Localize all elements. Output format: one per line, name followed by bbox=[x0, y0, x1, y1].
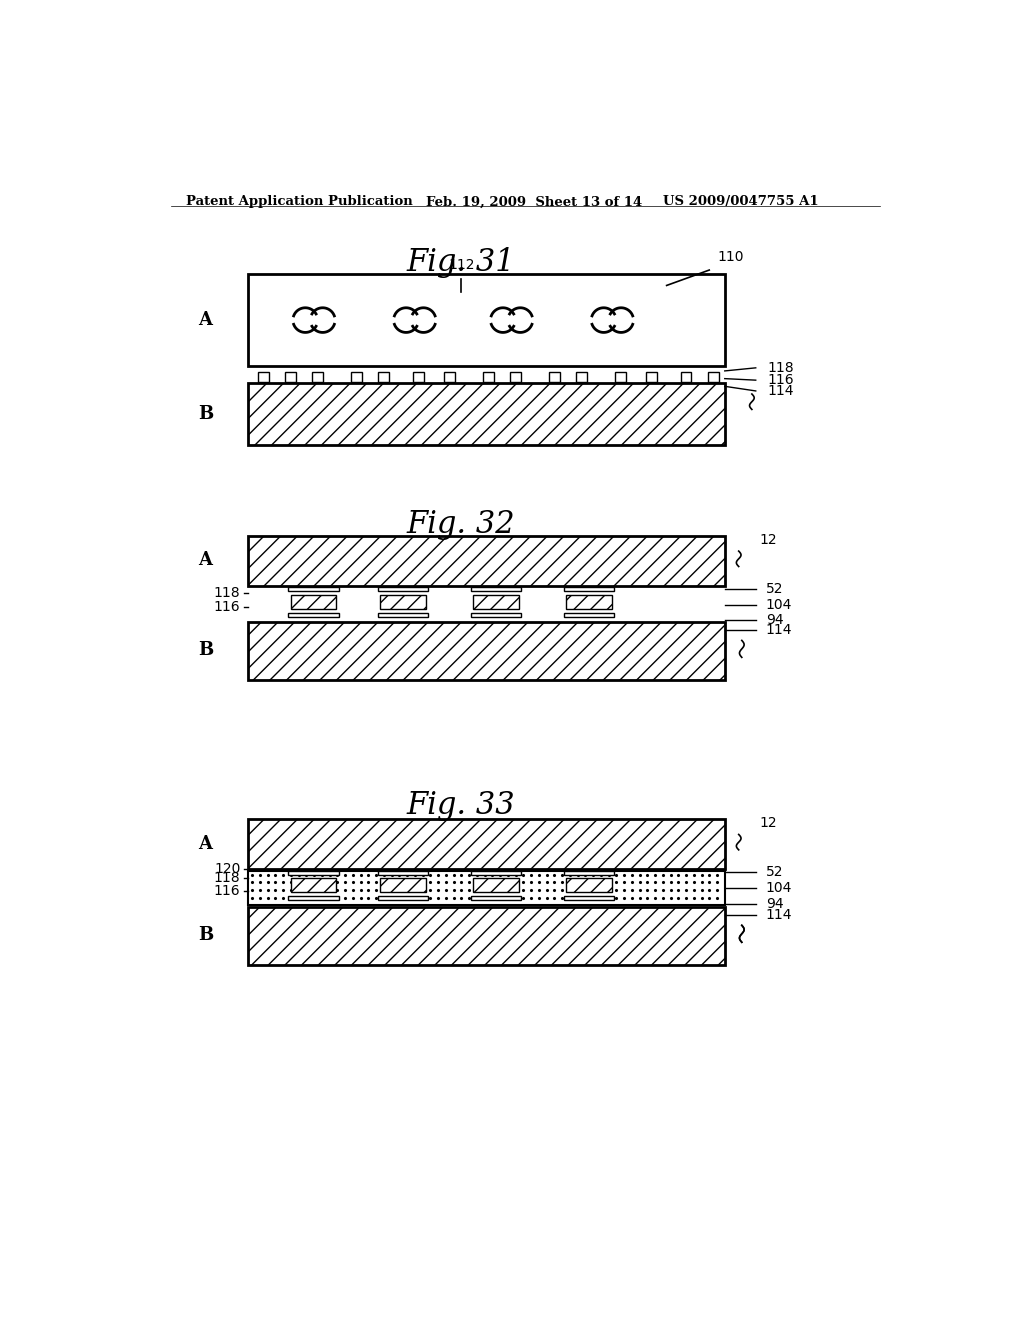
Text: A: A bbox=[199, 834, 213, 853]
Text: US 2009/0047755 A1: US 2009/0047755 A1 bbox=[663, 195, 818, 209]
Bar bbox=[378, 372, 389, 381]
Text: 112: 112 bbox=[449, 257, 474, 272]
Text: Feb. 19, 2009  Sheet 13 of 14: Feb. 19, 2009 Sheet 13 of 14 bbox=[426, 195, 643, 209]
Bar bbox=[473, 878, 518, 892]
Bar bbox=[378, 896, 428, 900]
Bar bbox=[291, 595, 337, 609]
Bar bbox=[289, 871, 339, 875]
Bar bbox=[351, 372, 362, 381]
Bar bbox=[378, 871, 428, 875]
Bar bbox=[563, 612, 614, 616]
Bar bbox=[312, 372, 324, 381]
Text: B: B bbox=[198, 642, 213, 660]
Bar bbox=[566, 595, 611, 609]
Text: 114: 114 bbox=[767, 384, 794, 397]
Bar bbox=[575, 372, 587, 381]
Bar bbox=[471, 871, 521, 875]
Bar bbox=[473, 595, 518, 609]
Text: Fig. 33: Fig. 33 bbox=[407, 789, 515, 821]
Text: 118: 118 bbox=[214, 586, 241, 599]
Bar bbox=[289, 896, 339, 900]
Text: 114: 114 bbox=[766, 908, 793, 921]
Bar bbox=[289, 587, 339, 591]
Bar bbox=[248, 871, 725, 906]
Bar bbox=[248, 871, 725, 906]
Text: 94: 94 bbox=[766, 896, 783, 911]
Bar bbox=[380, 595, 426, 609]
Text: A: A bbox=[199, 312, 213, 329]
Text: 118: 118 bbox=[767, 360, 794, 375]
Bar bbox=[378, 587, 428, 591]
Bar bbox=[563, 587, 614, 591]
Bar bbox=[289, 612, 339, 616]
Text: 110: 110 bbox=[717, 249, 743, 264]
Bar bbox=[646, 372, 656, 381]
Bar bbox=[380, 878, 426, 892]
Text: 104: 104 bbox=[766, 598, 793, 612]
Bar bbox=[549, 372, 560, 381]
Bar bbox=[708, 372, 719, 381]
Text: B: B bbox=[198, 927, 213, 944]
Bar bbox=[471, 896, 521, 900]
Text: 12: 12 bbox=[760, 816, 777, 830]
Bar bbox=[248, 622, 725, 680]
Bar bbox=[471, 612, 521, 616]
Bar bbox=[563, 871, 614, 875]
Bar bbox=[563, 896, 614, 900]
Bar bbox=[681, 372, 691, 381]
Bar bbox=[566, 878, 611, 892]
Bar bbox=[483, 372, 494, 381]
Bar bbox=[286, 372, 296, 381]
Text: 114: 114 bbox=[766, 623, 793, 636]
Bar bbox=[471, 587, 521, 591]
Text: B: B bbox=[198, 405, 213, 422]
Bar bbox=[378, 612, 428, 616]
Text: 52: 52 bbox=[766, 582, 783, 595]
Text: 116: 116 bbox=[767, 374, 794, 387]
Bar bbox=[248, 818, 725, 869]
Bar bbox=[414, 372, 424, 381]
Text: 116: 116 bbox=[214, 884, 241, 899]
Bar bbox=[248, 907, 725, 965]
Text: A: A bbox=[199, 552, 213, 569]
Text: Fig. 31: Fig. 31 bbox=[407, 247, 515, 279]
Bar bbox=[510, 372, 521, 381]
Bar bbox=[258, 372, 269, 381]
Text: 116: 116 bbox=[214, 599, 241, 614]
Bar bbox=[248, 536, 725, 586]
Text: 120: 120 bbox=[214, 862, 241, 876]
Text: 12: 12 bbox=[760, 532, 777, 546]
Bar bbox=[614, 372, 626, 381]
Bar bbox=[444, 372, 455, 381]
Text: 94: 94 bbox=[766, 614, 783, 627]
Text: 52: 52 bbox=[766, 865, 783, 879]
Bar bbox=[291, 878, 337, 892]
Text: 118: 118 bbox=[214, 871, 241, 884]
Text: Patent Application Publication: Patent Application Publication bbox=[186, 195, 413, 209]
Text: Fig. 32: Fig. 32 bbox=[407, 508, 515, 540]
Bar bbox=[248, 383, 725, 445]
Bar bbox=[248, 275, 725, 367]
Text: 104: 104 bbox=[766, 882, 793, 895]
